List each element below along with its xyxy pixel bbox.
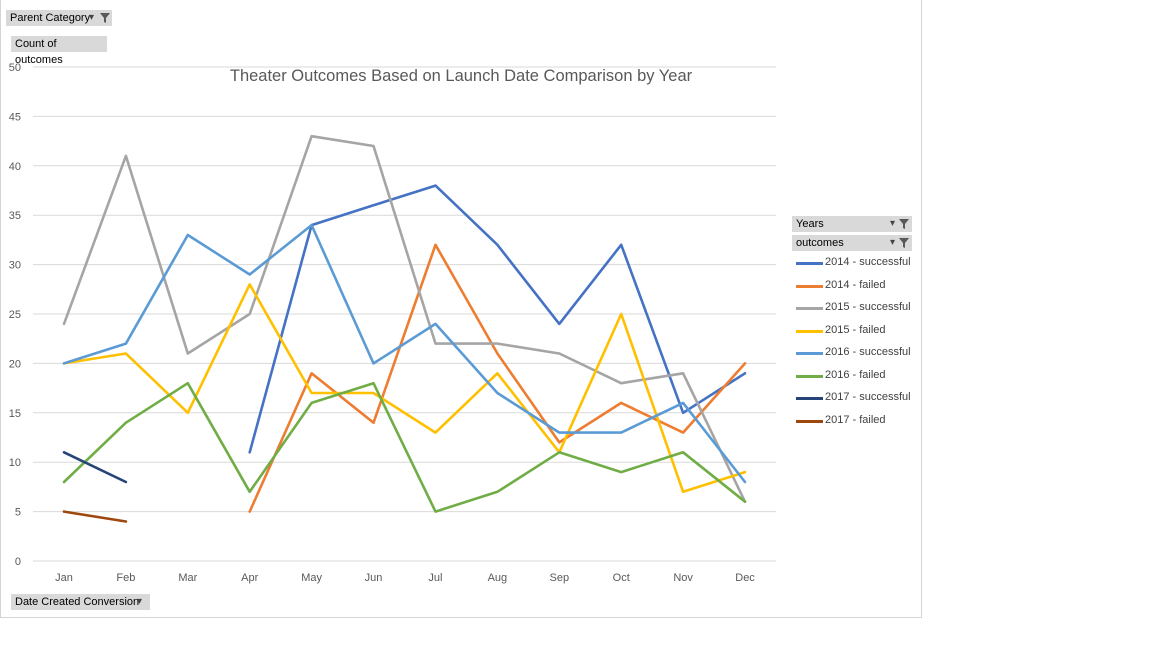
series-line-2014-failed [248,243,747,513]
legend-swatch [796,397,823,400]
y-tick-label: 15 [9,408,21,420]
y-tick-label: 40 [9,161,21,173]
x-tick-label: Aug [488,572,508,584]
y-tick-label: 20 [9,358,21,370]
x-tick-label: Jan [55,572,73,584]
legend-label: 2017 - successful [825,391,911,403]
x-tick-label: Oct [613,572,630,584]
x-tick-label: Dec [735,572,755,584]
x-tick-label: May [301,572,322,584]
series-line-2014-successful [248,184,747,454]
y-tick-label: 45 [9,111,21,123]
legend-label: 2014 - failed [825,278,886,291]
chart-frame [0,0,922,618]
filter-icon [899,238,909,248]
count-of-outcomes-field-button[interactable]: Count of outcomes [11,36,107,66]
parent-category-label: Parent Category [10,12,91,24]
y-tick-label: 10 [9,457,21,469]
outcomes-field-button[interactable]: outcomes ▾ [792,235,912,251]
legend-label: 2015 - failed [825,323,886,336]
series-line-2015-successful [62,134,747,503]
line-chart: Theater Outcomes Based on Launch Date Co… [9,62,776,584]
count-of-outcomes-label: Count of outcomes [15,38,63,66]
y-axis-labels: 0 5 10 15 20 25 30 35 40 45 50 [9,62,21,568]
x-axis-labels: Jan Feb Mar Apr May Jun Jul Aug Sep Oct Nov Dec [55,572,755,584]
outcomes-label: outcomes [796,237,844,249]
years-field-button[interactable]: Years ▾ [792,216,912,232]
y-tick-label: 30 [9,260,21,272]
dropdown-arrow-icon: ▾ [890,237,896,248]
x-tick-label: Apr [241,572,258,584]
y-tick-label: 5 [15,507,21,519]
x-tick-label: Nov [673,572,693,584]
chart-title: Theater Outcomes Based on Launch Date Co… [230,67,693,85]
legend-swatch [796,352,823,355]
filter-icon [100,13,110,23]
x-tick-label: Mar [178,572,197,584]
y-tick-label: 0 [15,556,21,568]
date-created-conversion-field-button[interactable]: Date Created Conversion ▾ [11,594,150,610]
legend-label: 2016 - successful [825,346,911,358]
legend-swatch [796,284,823,288]
legend-swatch [796,307,823,310]
x-tick-label: Jul [428,572,442,584]
legend-label: 2017 - failed [825,413,886,426]
legend-label: 2016 - failed [825,368,886,381]
y-tick-label: 50 [9,62,21,74]
years-label: Years [796,218,824,230]
y-tick-label: 25 [9,309,21,321]
legend-label: 2014 - successful [825,256,911,268]
x-tick-label: Jun [365,572,383,584]
gridlines [33,66,776,562]
dropdown-arrow-icon: ▾ [137,596,143,607]
series-line-2016-successful [62,223,747,484]
legend-swatch [796,419,823,423]
y-tick-label: 35 [9,210,21,222]
dropdown-arrow-icon: ▾ [890,218,896,229]
dropdown-arrow-icon: ▾ [89,12,95,23]
parent-category-filter-button[interactable]: Parent Category ▾ [6,10,112,26]
series-line-2016-failed [62,381,747,513]
filter-icon [899,219,909,229]
legend-swatch [796,329,823,333]
series-lines [62,134,747,523]
series-line-2015-failed [62,283,747,494]
x-tick-label: Feb [116,572,135,584]
legend-swatch [796,374,823,378]
legend-label: 2015 - successful [825,301,911,313]
date-created-conversion-label: Date Created Conversion [15,596,140,608]
legend-swatch [796,262,823,265]
series-line-2017-failed [62,510,128,523]
series-line-2017-successful [62,451,128,484]
x-tick-label: Sep [550,572,570,584]
